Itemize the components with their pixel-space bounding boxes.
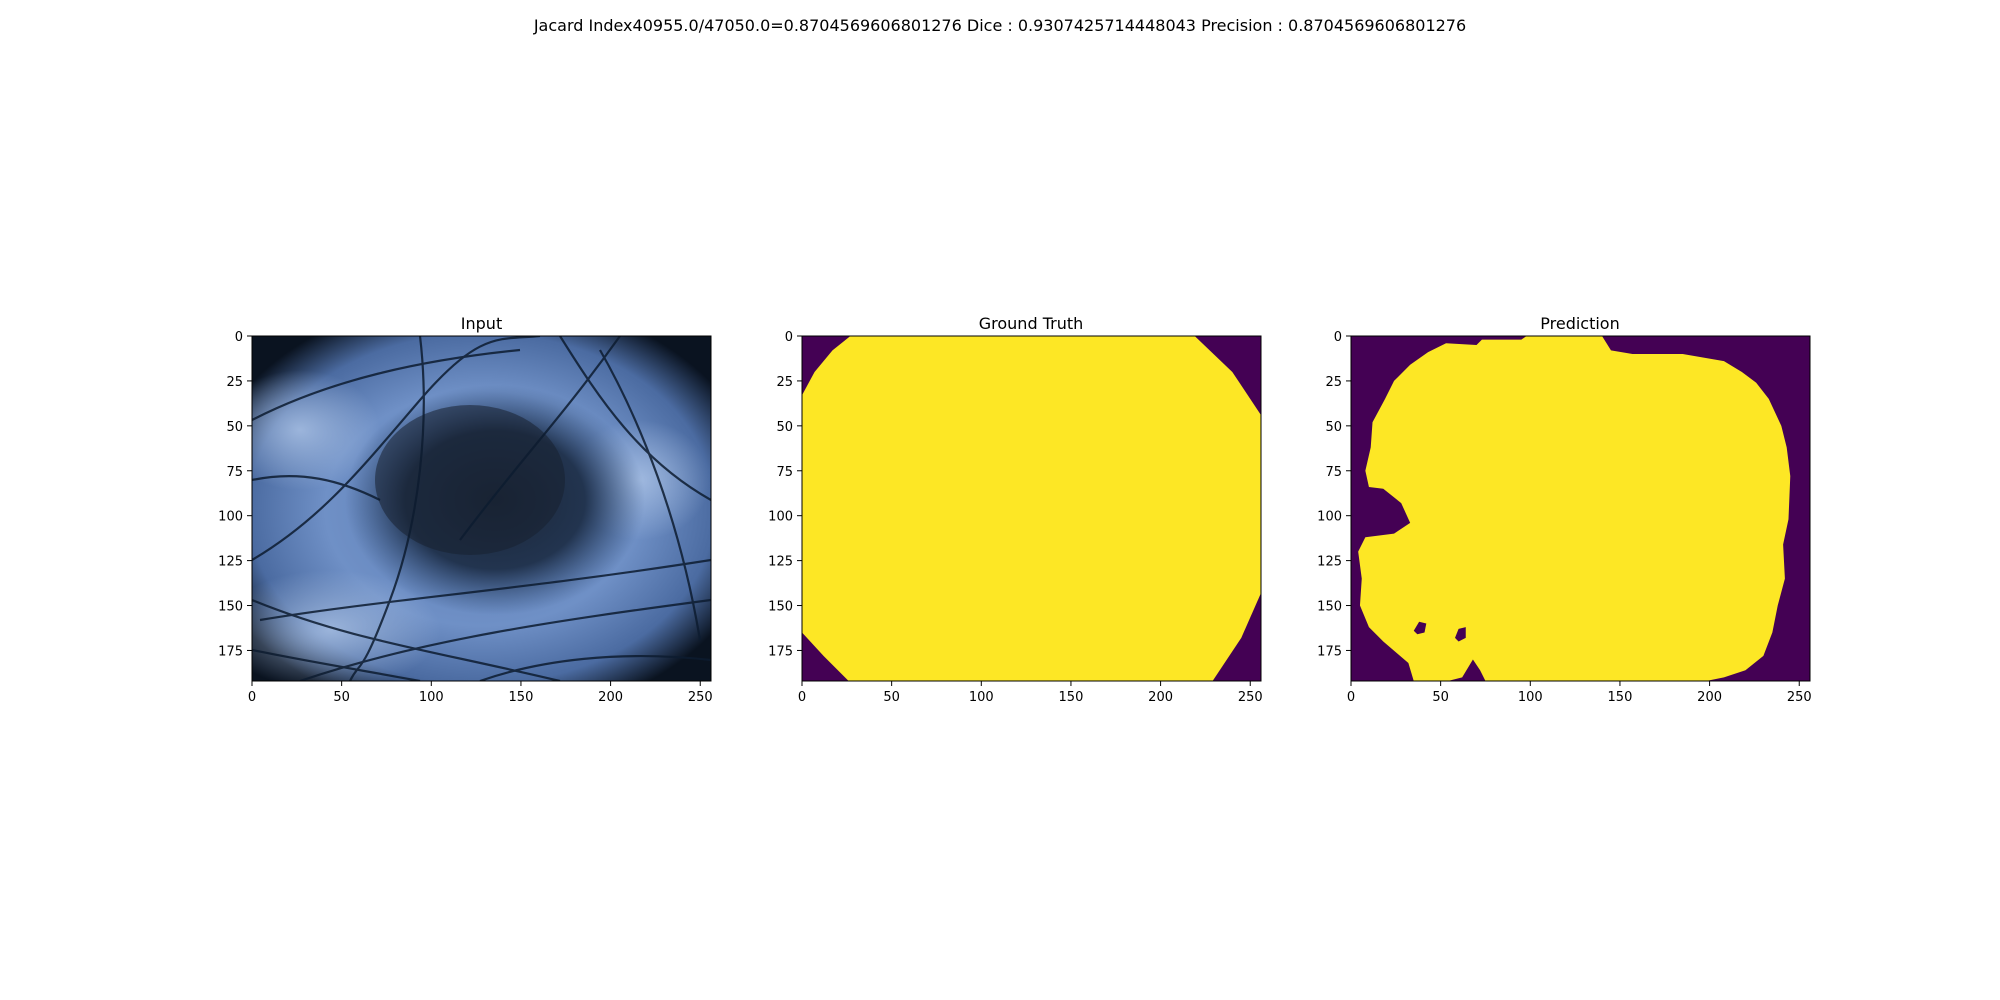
mask-hole xyxy=(1454,627,1466,642)
input-image xyxy=(252,336,711,681)
panel-prediction: Prediction 0 50 100 150 200 250 0 25 50 75 100 125… xyxy=(1317,314,1811,705)
input-lesion-core xyxy=(375,405,565,555)
x-tick-label: 100 xyxy=(969,690,994,705)
x-tick-label: 250 xyxy=(688,690,713,705)
y-tick-label: 75 xyxy=(226,465,243,480)
xticks-input: 0 50 100 150 200 250 xyxy=(248,681,713,705)
xticks-ground-truth: 0 50 100 150 200 250 xyxy=(798,681,1263,705)
y-tick-label: 175 xyxy=(218,644,243,659)
mask-holes-prediction xyxy=(1413,621,1466,642)
x-tick-label: 200 xyxy=(1148,690,1173,705)
y-tick-label: 50 xyxy=(1325,420,1342,435)
y-tick-label: 175 xyxy=(768,644,793,659)
y-tick-label: 25 xyxy=(226,375,243,390)
yticks-ground-truth: 0 25 50 75 100 125 150 175 xyxy=(768,330,802,659)
panel-title-ground-truth: Ground Truth xyxy=(979,314,1084,333)
x-tick-label: 0 xyxy=(1347,690,1355,705)
panel-input: Input 0 50 100 150 20 xyxy=(218,314,712,705)
x-tick-label: 100 xyxy=(419,690,444,705)
y-tick-label: 50 xyxy=(776,420,793,435)
y-tick-label: 100 xyxy=(1317,510,1342,525)
x-tick-label: 50 xyxy=(333,690,350,705)
y-tick-label: 125 xyxy=(768,555,793,570)
x-tick-label: 250 xyxy=(1787,690,1812,705)
y-tick-label: 175 xyxy=(1317,644,1342,659)
x-tick-label: 250 xyxy=(1238,690,1263,705)
xticks-prediction: 0 50 100 150 200 250 xyxy=(1347,681,1812,705)
panel-title-input: Input xyxy=(461,314,502,333)
yticks-prediction: 0 25 50 75 100 125 150 175 xyxy=(1317,330,1351,659)
y-tick-label: 125 xyxy=(218,555,243,570)
mask-foreground-prediction xyxy=(1358,336,1791,681)
input-hairs xyxy=(252,336,711,681)
x-tick-label: 0 xyxy=(798,690,806,705)
y-tick-label: 150 xyxy=(218,600,243,615)
x-tick-label: 200 xyxy=(598,690,623,705)
mask-hole xyxy=(1413,621,1427,635)
y-tick-label: 25 xyxy=(776,375,793,390)
y-tick-label: 0 xyxy=(235,330,243,345)
y-tick-label: 50 xyxy=(226,420,243,435)
panel-title-prediction: Prediction xyxy=(1540,314,1619,333)
figure-suptitle: Jacard Index40955.0/47050.0=0.8704569606… xyxy=(533,16,1466,35)
x-tick-label: 0 xyxy=(248,690,256,705)
mask-foreground-ground-truth xyxy=(802,336,1261,681)
axes-frame-prediction xyxy=(1350,335,1811,682)
axes-frame-input xyxy=(251,335,712,682)
input-light-patch xyxy=(252,370,380,490)
x-tick-label: 150 xyxy=(1059,690,1084,705)
x-tick-label: 150 xyxy=(1608,690,1633,705)
x-tick-label: 50 xyxy=(883,690,900,705)
x-tick-label: 200 xyxy=(1697,690,1722,705)
x-tick-label: 150 xyxy=(509,690,534,705)
y-tick-label: 125 xyxy=(1317,555,1342,570)
y-tick-label: 150 xyxy=(768,600,793,615)
x-tick-label: 50 xyxy=(1432,690,1449,705)
yticks-input: 0 25 50 75 100 125 150 175 xyxy=(218,330,252,659)
y-tick-label: 150 xyxy=(1317,600,1342,615)
y-tick-label: 0 xyxy=(1334,330,1342,345)
y-tick-label: 75 xyxy=(776,465,793,480)
panel-ground-truth: Ground Truth 0 50 100 150 200 250 0 25 50 75 100 1… xyxy=(768,314,1262,705)
y-tick-label: 75 xyxy=(1325,465,1342,480)
axes-frame-ground-truth xyxy=(801,335,1262,682)
y-tick-label: 100 xyxy=(768,510,793,525)
x-tick-label: 100 xyxy=(1518,690,1543,705)
y-tick-label: 0 xyxy=(785,330,793,345)
y-tick-label: 25 xyxy=(1325,375,1342,390)
y-tick-label: 100 xyxy=(218,510,243,525)
